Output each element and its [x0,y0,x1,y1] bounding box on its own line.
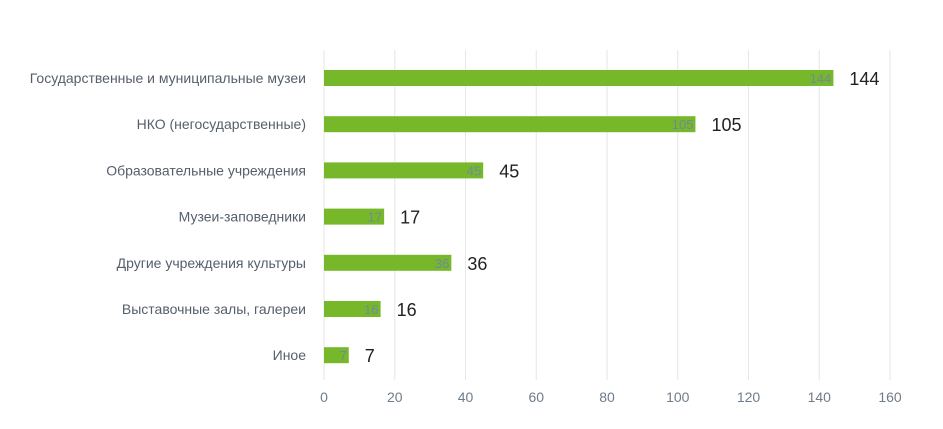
value-labels: 144 144 105 105 45 45 17 17 36 36 16 16 7 7 [340,69,880,366]
x-tick-label: 120 [737,389,761,405]
bar-inner-value-label: 45 [467,163,481,178]
bar-value-label: 36 [467,254,487,274]
category-label: Государственные и муниципальные музеи [30,70,306,86]
bar-inner-value-label: 17 [368,210,382,225]
category-label: Музеи-заповедники [179,209,306,225]
bar [324,116,696,133]
category-label: Выставочные залы, галереи [122,301,306,317]
bar-value-label: 17 [400,208,420,228]
bar [324,70,834,86]
x-tick-label: 0 [320,389,328,405]
x-tick-label: 160 [878,389,902,405]
bar-inner-value-label: 144 [810,71,832,86]
grid-lines [323,50,891,380]
x-tick-label: 40 [458,389,474,405]
x-tick-label: 140 [808,389,832,405]
bar-value-label: 16 [397,300,417,320]
bar-inner-value-label: 16 [364,302,378,317]
bar [324,301,381,317]
bar [324,162,484,179]
bar-inner-value-label: 7 [340,348,347,363]
bar-value-label: 45 [499,161,519,181]
category-labels: Государственные и муниципальные музеи НКО… [30,70,306,363]
bars [324,70,834,364]
x-tick-label: 80 [599,389,615,405]
bar-value-label: 105 [711,115,741,135]
bar-value-label: 144 [849,69,879,89]
bar-inner-value-label: 36 [435,256,449,271]
category-label: Другие учреждения культуры [117,255,306,271]
x-tick-label: 60 [528,389,544,405]
x-axis-tick-labels: 0 20 40 60 80 100 120 140 160 [320,389,902,405]
bar-value-label: 7 [365,346,375,366]
bar-inner-value-label: 105 [672,117,694,132]
category-label: Иное [273,347,307,363]
category-label: Образовательные учреждения [106,162,306,178]
bar [324,347,349,364]
bar [324,254,452,271]
category-label: НКО (негосударственные) [137,116,306,132]
x-tick-label: 20 [387,389,403,405]
bar [324,208,385,225]
x-tick-label: 100 [666,389,690,405]
